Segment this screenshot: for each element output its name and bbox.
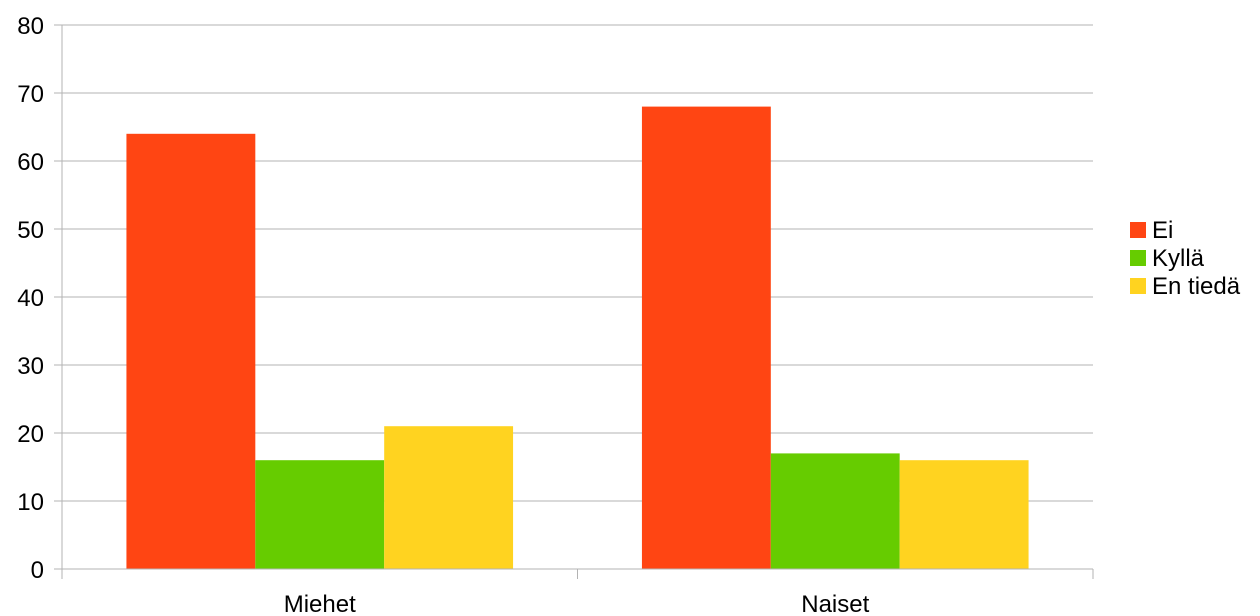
y-axis-ticks: 0 10 20 30 40 50 60 70 80	[17, 13, 62, 584]
x-category-label: Miehet	[284, 591, 356, 616]
x-axis-categories: Miehet Naiset	[284, 591, 870, 616]
legend-swatch	[1130, 278, 1146, 294]
y-tick-label: 0	[31, 557, 44, 584]
legend-swatch	[1130, 222, 1146, 238]
y-tick-label: 60	[17, 149, 44, 176]
bars	[126, 106, 1029, 570]
y-tick-label: 70	[17, 81, 44, 108]
bar-en-tiedä-miehet	[384, 426, 514, 569]
y-tick-label: 30	[17, 353, 44, 380]
legend-label: Ei	[1152, 217, 1173, 244]
x-category-label: Naiset	[801, 591, 869, 616]
bar-kyllä-miehet	[255, 460, 385, 569]
y-tick-label: 20	[17, 421, 44, 448]
legend-swatch	[1130, 250, 1146, 266]
bar-kyllä-naiset	[770, 453, 900, 569]
y-tick-label: 40	[17, 285, 44, 312]
y-tick-label: 10	[17, 489, 44, 516]
bar-ei-naiset	[641, 106, 771, 569]
y-tick-label: 50	[17, 217, 44, 244]
legend-label: Kyllä	[1152, 245, 1205, 272]
legend-label: En tiedä	[1152, 273, 1241, 300]
bar-ei-miehet	[126, 133, 256, 570]
bar-en-tiedä-naiset	[899, 460, 1029, 569]
axes	[61, 25, 1094, 579]
y-tick-label: 80	[17, 13, 44, 40]
